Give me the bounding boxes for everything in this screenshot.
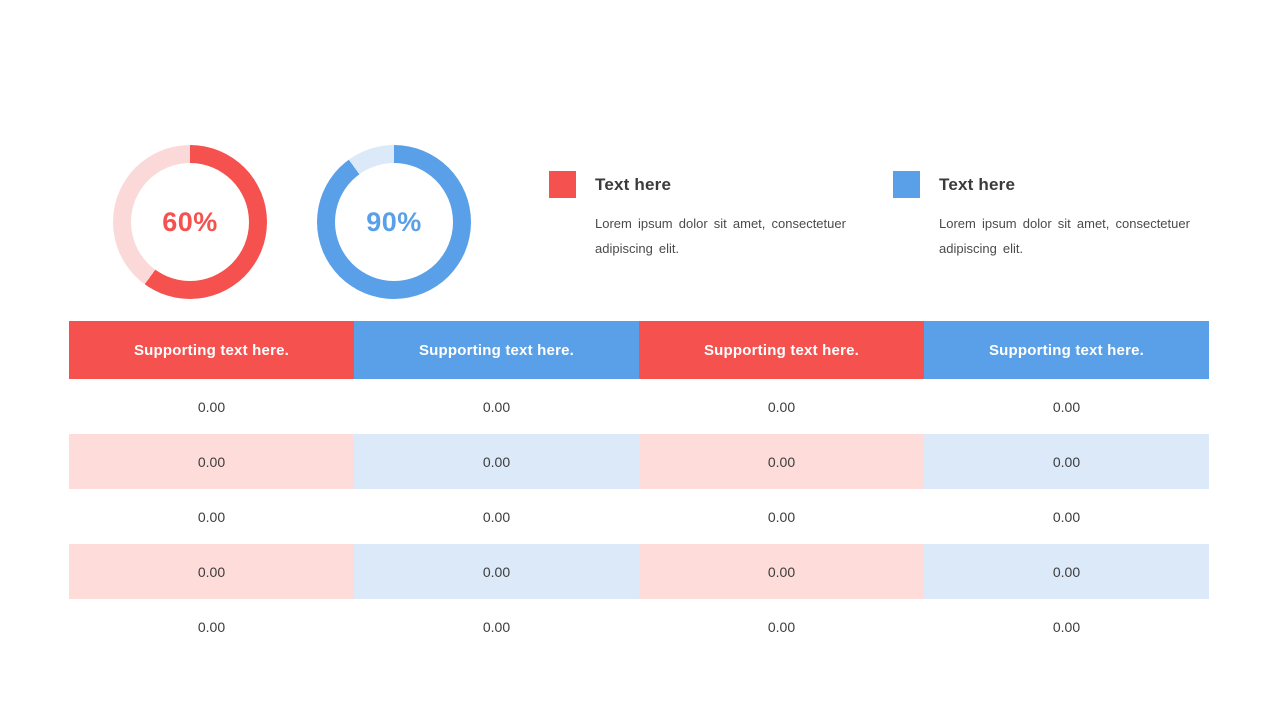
table-cell: 0.00 <box>639 544 924 599</box>
legend-item-blue: Text here Lorem ipsum dolor sit amet, co… <box>893 171 1211 261</box>
table-row: 0.00 0.00 0.00 0.00 <box>69 489 1209 544</box>
table-cell: 0.00 <box>1052 398 1081 415</box>
table-cell: 0.00 <box>767 508 796 525</box>
table-cell: 0.00 <box>482 508 511 525</box>
donut-chart-blue: 90% <box>317 145 471 299</box>
table-header-cell: Supporting text here. <box>69 321 354 379</box>
table-cell: 0.00 <box>69 544 354 599</box>
table-cell: 0.00 <box>69 434 354 489</box>
table-cell: 0.00 <box>1052 618 1081 635</box>
donut-hole: 90% <box>335 163 453 281</box>
table-cell: 0.00 <box>924 544 1209 599</box>
donut-chart-red: 60% <box>113 145 267 299</box>
legend-item-red: Text here Lorem ipsum dolor sit amet, co… <box>549 171 867 261</box>
table-cell: 0.00 <box>482 398 511 415</box>
table-row: 0.00 0.00 0.00 0.00 <box>69 599 1209 654</box>
legend-text-block: Text here Lorem ipsum dolor sit amet, co… <box>939 171 1211 261</box>
table-header-cell: Supporting text here. <box>924 321 1209 379</box>
table-cell: 0.00 <box>639 434 924 489</box>
donut-percentage-label: 60% <box>162 206 218 237</box>
table-row: 0.00 0.00 0.00 0.00 <box>69 544 1209 599</box>
table-cell: 0.00 <box>197 398 226 415</box>
legend-description: Lorem ipsum dolor sit amet, consectetuer… <box>939 216 1190 256</box>
table-body: 0.00 0.00 0.00 0.00 0.00 0.00 0.00 0.00 0.00 0.00… <box>69 379 1209 654</box>
legend-swatch-red <box>549 171 576 198</box>
table-row: 0.00 0.00 0.00 0.00 <box>69 434 1209 489</box>
donut-percentage-label: 90% <box>366 206 422 237</box>
table-header-cell: Supporting text here. <box>639 321 924 379</box>
table-cell: 0.00 <box>767 398 796 415</box>
table-cell: 0.00 <box>1052 508 1081 525</box>
legend-swatch-blue <box>893 171 920 198</box>
table-header-cell: Supporting text here. <box>354 321 639 379</box>
legend-title: Text here <box>595 175 672 194</box>
table-header-row: Supporting text here. Supporting text her… <box>69 321 1209 379</box>
table-cell: 0.00 <box>197 618 226 635</box>
table-cell: 0.00 <box>924 434 1209 489</box>
table-cell: 0.00 <box>354 434 639 489</box>
table-row: 0.00 0.00 0.00 0.00 <box>69 379 1209 434</box>
legend-description: Lorem ipsum dolor sit amet, consectetuer… <box>595 216 846 256</box>
table-cell: 0.00 <box>354 544 639 599</box>
legend-title: Text here <box>939 175 1016 194</box>
table-cell: 0.00 <box>767 618 796 635</box>
legend-text-block: Text here Lorem ipsum dolor sit amet, co… <box>595 171 867 261</box>
table-cell: 0.00 <box>482 618 511 635</box>
donut-hole: 60% <box>131 163 249 281</box>
table-cell: 0.00 <box>197 508 226 525</box>
data-table: Supporting text here. Supporting text her… <box>69 321 1209 654</box>
